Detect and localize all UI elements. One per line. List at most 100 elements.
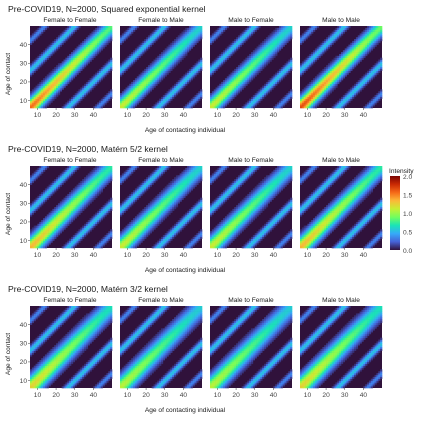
heatmap-cell — [371, 43, 373, 45]
heatmap-cell — [363, 80, 365, 82]
heatmap-cell — [71, 71, 73, 73]
heatmap-cell — [352, 86, 354, 88]
heatmap-cell — [101, 102, 103, 104]
heatmap-cell — [172, 54, 174, 56]
heatmap-cell — [360, 33, 362, 35]
heatmap-cell — [101, 28, 103, 30]
heatmap-cell — [88, 190, 90, 192]
heatmap-cell — [238, 67, 240, 69]
heatmap-cell — [135, 95, 137, 97]
heatmap-cell — [54, 50, 56, 52]
heatmap-cell — [71, 52, 73, 54]
heatmap-cell — [262, 41, 264, 43]
heatmap-cell — [41, 194, 43, 196]
heatmap-cell — [236, 67, 238, 69]
heatmap-cell — [77, 235, 79, 237]
heatmap-cell — [82, 231, 84, 233]
heatmap-cell — [283, 101, 285, 103]
heatmap-cell — [32, 99, 34, 101]
heatmap-cell — [281, 37, 283, 39]
heatmap-cell — [78, 205, 80, 207]
heatmap-cell — [142, 86, 144, 88]
heatmap-cell — [356, 47, 358, 49]
heatmap-cell — [108, 95, 110, 97]
heatmap-cell — [258, 99, 260, 101]
heatmap-cell — [108, 26, 110, 28]
heatmap-cell — [41, 84, 43, 86]
heatmap-cell — [249, 63, 251, 65]
heatmap-cell — [64, 32, 66, 34]
heatmap-cell — [141, 47, 143, 49]
heatmap-cell — [257, 54, 259, 56]
heatmap-cell — [182, 37, 184, 39]
heatmap-cell — [67, 198, 69, 200]
heatmap-cell — [67, 106, 69, 108]
heatmap-cell — [161, 101, 163, 103]
y-tick-label: 30 — [20, 61, 28, 68]
heatmap-cell — [309, 89, 311, 91]
heatmap-cell — [88, 177, 90, 179]
heatmap-cell — [183, 35, 185, 37]
heatmap-cell — [71, 67, 73, 69]
heatmap-cell — [51, 88, 53, 90]
heatmap-cell — [212, 35, 214, 37]
heatmap-cell — [99, 74, 101, 76]
heatmap-cell — [334, 41, 336, 43]
heatmap-cell — [176, 47, 178, 49]
heatmap-cell — [178, 37, 180, 39]
heatmap-cell — [97, 41, 99, 43]
heatmap-cell — [356, 37, 358, 39]
heatmap-cell — [131, 60, 133, 62]
heatmap-cell — [88, 43, 90, 45]
heatmap-cell — [348, 65, 350, 67]
heatmap-cell — [65, 226, 67, 228]
heatmap-cell — [144, 80, 146, 82]
heatmap-cell — [73, 58, 75, 60]
heatmap-cell — [191, 35, 193, 37]
heatmap-cell — [129, 58, 131, 60]
heatmap-cell — [337, 106, 339, 108]
heatmap-cell — [315, 54, 317, 56]
heatmap-cell — [71, 213, 73, 215]
heatmap-cell — [330, 43, 332, 45]
heatmap-cell — [334, 58, 336, 60]
heatmap-cell — [187, 74, 189, 76]
heatmap-cell — [86, 192, 88, 194]
heatmap-cell — [139, 52, 141, 54]
heatmap-cell — [37, 201, 39, 203]
heatmap-cell — [315, 82, 317, 84]
heatmap-cell — [88, 229, 90, 231]
heatmap-cell — [200, 30, 202, 32]
heatmap-cell — [253, 76, 255, 78]
heatmap-cell — [306, 61, 308, 63]
heatmap-cell — [36, 233, 38, 235]
heatmap-cell — [36, 95, 38, 97]
heatmap-cell — [92, 45, 94, 47]
heatmap-cell — [41, 30, 43, 32]
heatmap-cell — [290, 58, 292, 60]
heatmap-cell — [51, 214, 53, 216]
heatmap-cell — [80, 89, 82, 91]
heatmap-cell — [141, 93, 143, 95]
heatmap-cell — [232, 74, 234, 76]
heatmap-cell — [62, 63, 64, 65]
heatmap-cell — [244, 74, 246, 76]
heatmap-cell — [103, 26, 105, 28]
heatmap-cell — [221, 84, 223, 86]
heatmap-cell — [67, 35, 69, 37]
heatmap-cell — [30, 246, 32, 248]
heatmap-cell — [315, 56, 317, 58]
heatmap-cell — [36, 231, 38, 233]
heatmap-cell — [34, 173, 36, 175]
heatmap-cell — [183, 52, 185, 54]
heatmap-cell — [253, 69, 255, 71]
heatmap-cell — [39, 56, 41, 58]
heatmap-cell — [101, 47, 103, 49]
heatmap-cell — [93, 84, 95, 86]
heatmap-cell — [262, 95, 264, 97]
heatmap-cell — [210, 69, 212, 71]
heatmap-cell — [131, 30, 133, 32]
heatmap-cell — [193, 76, 195, 78]
heatmap-cell — [75, 233, 77, 235]
